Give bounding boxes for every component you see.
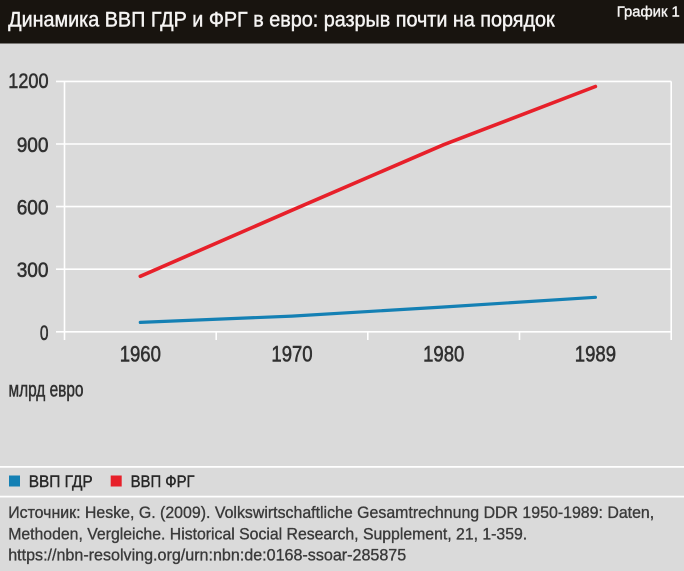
svg-text:Источник: Heske, G. (2009). Vo: Источник: Heske, G. (2009). Volkswirtsch… (8, 503, 654, 522)
svg-text:600: 600 (17, 196, 49, 220)
svg-text:1200: 1200 (8, 69, 48, 93)
svg-text:300: 300 (17, 258, 49, 282)
svg-text:1980: 1980 (423, 341, 464, 366)
svg-text:График 1: График 1 (617, 5, 680, 21)
svg-text:Динамика ВВП ГДР и ФРГ в евро:: Динамика ВВП ГДР и ФРГ в евро: разрыв по… (8, 8, 555, 32)
svg-text:https://nbn-resolving.org/urn:: https://nbn-resolving.org/urn:nbn:de:016… (8, 546, 406, 565)
svg-text:ВВП ФРГ: ВВП ФРГ (131, 472, 195, 491)
svg-text:1970: 1970 (271, 341, 312, 366)
svg-text:млрд евро: млрд евро (9, 377, 84, 401)
svg-text:Methoden, Vergleiche. Historic: Methoden, Vergleiche. Historical Social … (8, 525, 527, 544)
svg-text:1989: 1989 (575, 341, 616, 366)
svg-text:900: 900 (17, 133, 49, 157)
svg-text:ВВП ГДР: ВВП ГДР (29, 472, 93, 491)
svg-text:1960: 1960 (120, 341, 161, 366)
svg-text:0: 0 (40, 321, 49, 345)
